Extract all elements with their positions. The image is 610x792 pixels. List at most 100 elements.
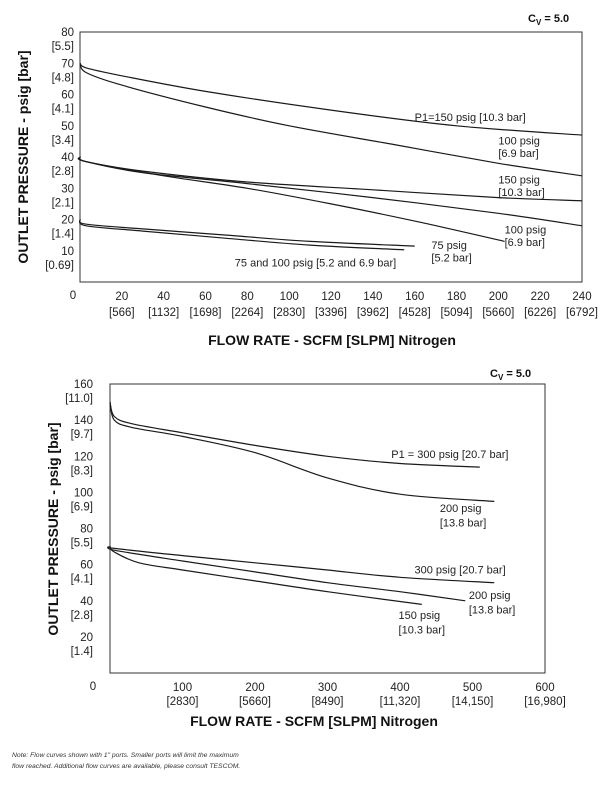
- footnote-line-2: flow reached. Additional flow curves are…: [12, 763, 241, 770]
- y-tick-bar-label: [0.69]: [45, 260, 74, 272]
- curve-annotation: [13.8 bar]: [469, 604, 515, 616]
- y-tick-bar-label: [6.9]: [71, 501, 93, 513]
- x-tick-slpm-label: [566]: [109, 307, 135, 319]
- curve-annotation: P1=150 psig [10.3 bar]: [415, 112, 526, 124]
- x-tick-label: 400: [390, 682, 409, 694]
- series-line-4: [109, 546, 422, 605]
- x-tick-label: 240: [572, 291, 591, 303]
- x-ticks-bottom: 100 [2830] 200 [5660] 300 [8490] 400 [11,320] 50…: [167, 682, 566, 708]
- x-tick-slpm-label: [14,150]: [452, 696, 494, 708]
- curve-annotation: [13.8 bar]: [440, 518, 486, 530]
- y-tick-label: 40: [61, 152, 74, 164]
- series-line-1: [79, 62, 583, 177]
- curve-annotation: 100 psig: [498, 136, 540, 148]
- x-axis-title-top: FLOW RATE - SCFM [SLPM] Nitrogen: [208, 332, 456, 348]
- y-tick-label: 80: [80, 524, 93, 536]
- y-tick-label: 60: [61, 90, 74, 102]
- series-line-4: [77, 156, 505, 242]
- y-zero-top: 0: [70, 290, 76, 302]
- series-top: [77, 62, 583, 251]
- footnote: Note: Flow curves shown with 1" ports. S…: [12, 750, 342, 772]
- curve-annotation: [5.2 bar]: [431, 253, 471, 265]
- cv-label-bottom: CV = 5.0: [490, 368, 531, 382]
- y-tick-bar-label: [11.0]: [65, 393, 93, 405]
- x-tick-slpm-label: [11,320]: [380, 696, 421, 708]
- x-tick-slpm-label: [1698]: [190, 307, 222, 319]
- footnote-line-1: Note: Flow curves shown with 1" ports. S…: [12, 752, 239, 759]
- curve-annotation: P1 = 300 psig [20.7 bar]: [391, 449, 508, 461]
- y-tick-bar-label: [2.8]: [71, 610, 93, 622]
- series-bottom: [107, 401, 495, 605]
- chart-top: CV = 5.0 80 [5.5] 70 [4.8] 60 [4.1] 50 [3.4] 40 […: [15, 13, 598, 348]
- x-tick-label: 80: [241, 291, 254, 303]
- x-tick-slpm-label: [5660]: [239, 696, 271, 708]
- curve-annotation: 75 and 100 psig [5.2 and 6.9 bar]: [235, 257, 396, 269]
- y-zero-bottom: 0: [90, 681, 96, 693]
- y-tick-label: 50: [61, 121, 74, 133]
- y-ticks-bottom: 160 [11.0] 140 [9.7] 120 [8.3] 100 [6.9] 80 [5.5]…: [65, 379, 93, 658]
- x-tick-slpm-label: [3396]: [315, 307, 347, 319]
- y-tick-label: 140: [74, 415, 93, 427]
- cv-label-top: CV = 5.0: [528, 13, 569, 27]
- y-tick-label: 70: [61, 58, 74, 70]
- x-tick-slpm-label: [5660]: [482, 307, 514, 319]
- curve-annotation: [6.9 bar]: [505, 237, 545, 249]
- y-tick-label: 160: [74, 379, 93, 391]
- x-tick-slpm-label: [1132]: [148, 307, 179, 319]
- series-line-0: [109, 401, 480, 468]
- y-tick-bar-label: [4.8]: [52, 72, 74, 84]
- x-tick-label: 40: [157, 291, 170, 303]
- x-ticks-top: 20 [566] 40 [1132] 60 [1698] 80 [2264] 100 [2830]…: [109, 291, 598, 319]
- series-line-0: [79, 62, 583, 136]
- curve-annotation: [10.3 bar]: [399, 624, 445, 636]
- x-tick-label: 300: [318, 682, 337, 694]
- chart-bottom: CV = 5.0 160 [11.0] 140 [9.7] 120 [8.3] 100 [6.…: [45, 368, 566, 729]
- y-tick-label: 40: [80, 596, 93, 608]
- x-tick-label: 200: [245, 682, 264, 694]
- curve-annotation: 200 psig: [440, 503, 482, 515]
- y-tick-label: 120: [74, 451, 93, 463]
- y-tick-bar-label: [9.7]: [71, 429, 93, 441]
- y-tick-bar-label: [2.8]: [52, 166, 74, 178]
- x-tick-slpm-label: [2264]: [231, 307, 263, 319]
- curve-annotation: 300 psig [20.7 bar]: [415, 565, 506, 577]
- y-tick-label: 10: [61, 246, 74, 258]
- x-tick-label: 20: [115, 291, 128, 303]
- series-line-5: [78, 219, 415, 247]
- y-tick-label: 20: [80, 632, 93, 644]
- x-tick-slpm-label: [4528]: [399, 307, 431, 319]
- x-tick-label: 100: [280, 291, 299, 303]
- x-tick-label: 160: [405, 291, 424, 303]
- curve-annotation: 150 psig: [498, 175, 540, 187]
- series-line-3: [107, 546, 466, 602]
- y-tick-bar-label: [4.1]: [52, 104, 74, 116]
- x-tick-slpm-label: [2830]: [167, 696, 199, 708]
- x-tick-label: 140: [363, 291, 382, 303]
- x-tick-label: 60: [199, 291, 212, 303]
- x-tick-slpm-label: [16,980]: [524, 696, 566, 708]
- curve-annotation: [10.3 bar]: [498, 187, 544, 199]
- y-tick-label: 60: [80, 560, 93, 572]
- curve-annotation: 200 psig: [469, 590, 511, 602]
- plot-frame-bottom: [109, 383, 546, 674]
- y-tick-bar-label: [2.1]: [52, 197, 74, 209]
- x-tick-slpm-label: [6226]: [524, 307, 556, 319]
- curve-annotation: 150 psig: [399, 610, 441, 622]
- x-tick-slpm-label: [8490]: [312, 696, 344, 708]
- y-tick-label: 80: [61, 27, 74, 39]
- y-axis-title-bottom: OUTLET PRESSURE - psig [bar]: [45, 422, 61, 635]
- curve-annotation: [6.9 bar]: [498, 148, 538, 160]
- x-tick-slpm-label: [2830]: [273, 307, 305, 319]
- y-tick-bar-label: [1.4]: [52, 229, 74, 241]
- x-tick-label: 120: [321, 291, 340, 303]
- x-tick-label: 100: [173, 682, 192, 694]
- y-tick-bar-label: [5.5]: [71, 538, 93, 550]
- y-tick-bar-label: [4.1]: [71, 574, 93, 586]
- annotations-top: P1=150 psig [10.3 bar]100 psig[6.9 bar]1…: [235, 112, 546, 269]
- y-tick-label: 100: [74, 487, 93, 499]
- x-tick-slpm-label: [6792]: [566, 307, 598, 319]
- y-tick-bar-label: [3.4]: [52, 135, 74, 147]
- y-tick-bar-label: [8.3]: [71, 465, 93, 477]
- curve-annotation: 100 psig: [505, 225, 547, 237]
